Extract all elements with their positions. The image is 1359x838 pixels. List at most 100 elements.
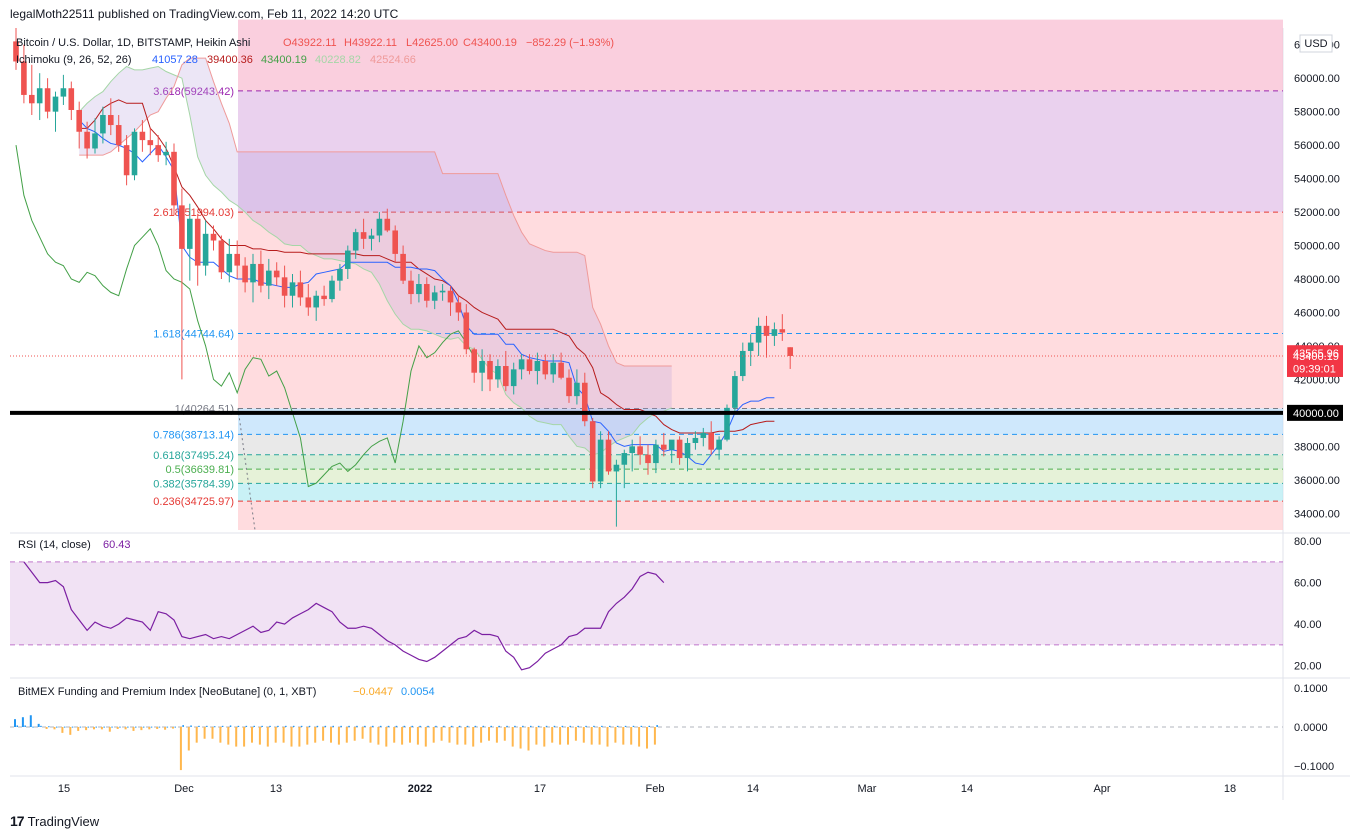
funding-rate-bar[interactable] [609, 725, 611, 727]
candle-body[interactable] [52, 96, 59, 112]
funding-rate-bar[interactable] [253, 725, 256, 727]
funding-premium-bar[interactable] [298, 727, 301, 747]
funding-premium-bar[interactable] [179, 727, 182, 771]
tradingview-logo[interactable]: 17 TradingView [10, 813, 99, 829]
candle-body[interactable] [210, 233, 217, 241]
funding-premium-bar[interactable] [14, 719, 16, 727]
funding-rate-bar[interactable] [111, 726, 113, 728]
funding-rate-bar[interactable] [63, 726, 66, 728]
candle-body[interactable] [676, 439, 683, 459]
candle-body[interactable] [266, 270, 272, 286]
candle-body[interactable] [171, 151, 177, 206]
funding-rate-bar[interactable] [356, 725, 358, 727]
candle-body[interactable] [139, 131, 146, 141]
candle-body[interactable] [613, 464, 620, 472]
candle-body[interactable] [250, 263, 256, 283]
funding-premium-bar[interactable] [409, 727, 411, 743]
funding-rate-bar[interactable] [293, 725, 295, 727]
funding-rate-bar[interactable] [395, 725, 398, 727]
funding-rate-bar[interactable] [537, 725, 540, 727]
funding-rate-bar[interactable] [577, 725, 579, 727]
funding-premium-bar[interactable] [124, 727, 127, 730]
candle-body[interactable] [700, 432, 707, 438]
funding-rate-bar[interactable] [585, 725, 587, 727]
funding-rate-bar[interactable] [79, 726, 82, 728]
funding-rate-bar[interactable] [40, 725, 42, 727]
candle-body[interactable] [321, 295, 327, 300]
funding-premium-bar[interactable] [385, 727, 388, 747]
candle-body[interactable] [352, 232, 359, 251]
funding-rate-bar[interactable] [277, 725, 279, 727]
funding-rate-bar[interactable] [261, 725, 263, 727]
funding-rate-bar[interactable] [103, 726, 105, 728]
candle-body[interactable] [289, 282, 296, 296]
candle-body[interactable] [147, 140, 154, 146]
candle-body[interactable] [408, 280, 414, 295]
funding-premium-bar[interactable] [243, 727, 246, 747]
fib-trend-line[interactable] [237, 408, 256, 531]
funding-rate-bar[interactable] [593, 725, 595, 727]
funding-premium-bar[interactable] [156, 727, 159, 729]
funding-rate-bar[interactable] [632, 725, 635, 727]
funding-rate-bar[interactable] [498, 725, 500, 727]
candle-body[interactable] [131, 131, 138, 176]
candle-body[interactable] [384, 218, 391, 231]
candle-body[interactable] [115, 125, 122, 146]
funding-rate-bar[interactable] [624, 725, 627, 727]
funding-rate-bar[interactable] [458, 725, 461, 727]
funding-premium-bar[interactable] [472, 727, 475, 747]
funding-rate-bar[interactable] [95, 726, 98, 728]
funding-rate-bar[interactable] [324, 725, 327, 727]
funding-rate-bar[interactable] [482, 725, 485, 727]
candle-body[interactable] [297, 282, 304, 298]
funding-premium-bar[interactable] [622, 727, 625, 745]
funding-premium-bar[interactable] [172, 727, 174, 729]
funding-rate-bar[interactable] [206, 725, 208, 727]
funding-premium-bar[interactable] [219, 727, 222, 743]
candle-body[interactable] [779, 329, 786, 333]
funding-premium-bar[interactable] [251, 727, 253, 743]
funding-premium-bar[interactable] [45, 727, 48, 729]
funding-premium-bar[interactable] [511, 727, 514, 747]
currency-badge[interactable] [1299, 34, 1333, 53]
candle-body[interactable] [684, 442, 691, 459]
funding-rate-bar[interactable] [506, 725, 508, 727]
funding-rate-bar[interactable] [443, 725, 445, 727]
funding-rate-bar[interactable] [71, 726, 74, 728]
funding-rate-bar[interactable] [48, 726, 50, 728]
funding-premium-bar[interactable] [314, 727, 317, 743]
funding-rate-bar[interactable] [237, 725, 240, 727]
funding-rate-bar[interactable] [119, 726, 121, 728]
funding-rate-bar[interactable] [364, 725, 366, 727]
funding-rate-bar[interactable] [466, 725, 469, 727]
candle-body[interactable] [21, 61, 27, 95]
time-axis[interactable]: 15 Dec 13 2022 17 Feb 14 Mar 14 Apr 18 [58, 783, 1236, 795]
funding-premium-bar[interactable] [361, 727, 364, 739]
funding-rate-bar[interactable] [127, 726, 129, 728]
funding-premium-bar[interactable] [353, 727, 356, 741]
funding-rate-bar[interactable] [158, 726, 161, 728]
funding-rate-bar[interactable] [435, 725, 437, 727]
funding-premium-bar[interactable] [235, 727, 238, 747]
candle-body[interactable] [273, 270, 280, 278]
candle-body[interactable] [526, 359, 533, 372]
funding-rate-bar[interactable] [245, 725, 248, 727]
funding-premium-bar[interactable] [527, 727, 530, 751]
funding-premium-bar[interactable] [551, 727, 554, 743]
candle-body[interactable] [621, 453, 628, 465]
funding-premium-bar[interactable] [100, 727, 103, 730]
candle-body[interactable] [431, 292, 438, 301]
funding-rate-bar[interactable] [419, 725, 421, 727]
funding-rate-bar[interactable] [16, 725, 19, 727]
candle-body[interactable] [392, 230, 398, 254]
funding-premium-bar[interactable] [227, 727, 230, 745]
candle-body[interactable] [597, 439, 604, 482]
funding-rate-bar[interactable] [198, 725, 200, 727]
candle-body[interactable] [439, 290, 446, 293]
candle-body[interactable] [503, 366, 509, 387]
candle-body[interactable] [194, 218, 201, 266]
funding-premium-bar[interactable] [61, 727, 64, 733]
funding-premium-bar[interactable] [290, 727, 293, 747]
candle-body[interactable] [605, 439, 612, 472]
candle-body[interactable] [732, 376, 738, 408]
